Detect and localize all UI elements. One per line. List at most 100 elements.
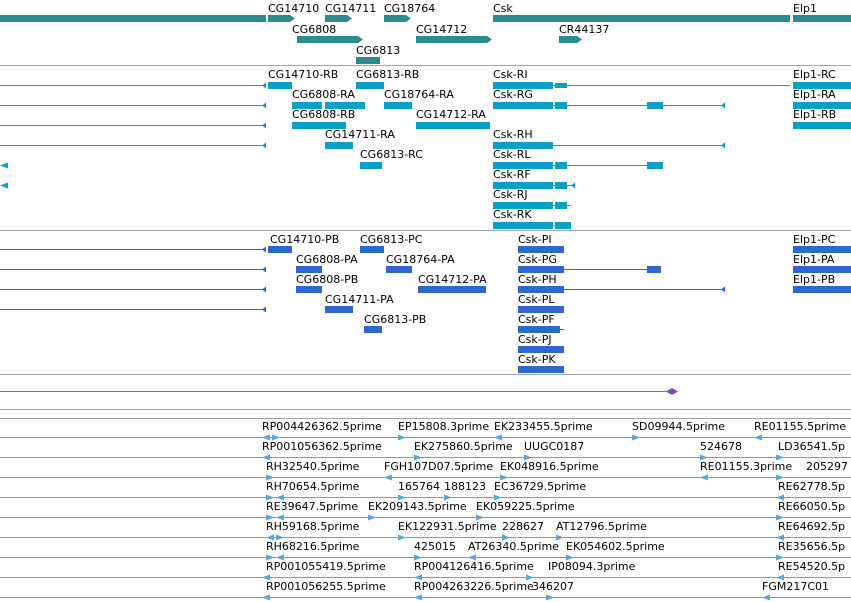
- protein-label[interactable]: CG14712-PA: [418, 273, 487, 286]
- est-label[interactable]: IP08094.3prime: [548, 560, 636, 573]
- est-label[interactable]: AT26340.5prime: [468, 540, 559, 553]
- transcript-label[interactable]: CG18764-RA: [384, 88, 454, 101]
- protein-label[interactable]: CG6813-PB: [364, 313, 426, 326]
- est-label[interactable]: 188123: [444, 480, 486, 493]
- protein-label[interactable]: Csk-PF: [518, 313, 555, 326]
- protein-label[interactable]: Elp1-PB: [793, 273, 835, 286]
- est-label[interactable]: 425015: [414, 540, 456, 553]
- gene-label[interactable]: CG6813: [356, 44, 400, 57]
- est-label[interactable]: RE01155.5prime: [754, 420, 846, 433]
- transcript-label[interactable]: CG14710-RB: [268, 68, 338, 81]
- transcript-label[interactable]: CG6808-RB: [292, 108, 355, 121]
- est-label[interactable]: RH70654.5prime: [266, 480, 360, 493]
- gene-glyph[interactable]: [356, 57, 380, 64]
- transcript-label[interactable]: Csk-RG: [493, 88, 533, 101]
- est-label[interactable]: EP15808.3prime: [398, 420, 489, 433]
- protein-label[interactable]: Elp1-PC: [793, 233, 836, 246]
- protein-label[interactable]: Csk-PI: [518, 233, 552, 246]
- gene-glyph[interactable]: [268, 15, 295, 22]
- gene-glyph[interactable]: [384, 15, 411, 22]
- protein-label[interactable]: Csk-PK: [518, 353, 556, 366]
- est-label[interactable]: RE62778.5p: [778, 480, 845, 493]
- gene-label[interactable]: CR44137: [559, 23, 609, 36]
- protein-label[interactable]: Csk-PJ: [518, 333, 552, 346]
- est-label[interactable]: RH68216.5prime: [266, 540, 360, 553]
- est-label[interactable]: RH59168.5prime: [266, 520, 360, 533]
- est-label[interactable]: RP004263226.5prime: [414, 580, 534, 593]
- est-label[interactable]: RP004426362.5prime: [262, 420, 382, 433]
- est-label[interactable]: LD36541.5p: [778, 440, 845, 453]
- est-label[interactable]: EK122931.5prime: [398, 520, 497, 533]
- est-label[interactable]: FGH107D07.5prime: [384, 460, 493, 473]
- gene-label[interactable]: CG6808: [292, 23, 336, 36]
- transcript-label[interactable]: Csk-RF: [493, 168, 531, 181]
- est-label[interactable]: EK059225.5prime: [476, 500, 575, 513]
- protein-label[interactable]: CG18764-PA: [386, 253, 455, 266]
- gene-label[interactable]: Csk: [493, 2, 513, 15]
- protein-label[interactable]: CG14711-PA: [325, 293, 394, 306]
- gene-label[interactable]: CG14712: [416, 23, 467, 36]
- est-label[interactable]: RP004126416.5prime: [414, 560, 534, 573]
- gene-glyph[interactable]: [325, 15, 352, 22]
- gene-glyph[interactable]: [0, 15, 266, 22]
- protein-label[interactable]: Csk-PH: [518, 273, 557, 286]
- est-label[interactable]: EK054602.5prime: [566, 540, 665, 553]
- gene-glyph[interactable]: [793, 15, 851, 22]
- protein-label[interactable]: CG6808-PA: [296, 253, 358, 266]
- est-label[interactable]: 524678: [700, 440, 742, 453]
- gene-label[interactable]: CG14711: [325, 2, 376, 15]
- feature-glyph[interactable]: [666, 388, 678, 395]
- protein-label[interactable]: Elp1-PA: [793, 253, 835, 266]
- est-label[interactable]: RH32540.5prime: [266, 460, 360, 473]
- est-label[interactable]: EK209143.5prime: [368, 500, 467, 513]
- est-label[interactable]: RP001056255.5prime: [266, 580, 386, 593]
- est-label[interactable]: UUGC0187: [524, 440, 584, 453]
- protein-label[interactable]: CG6808-PB: [296, 273, 358, 286]
- est-label[interactable]: EK275860.5prime: [414, 440, 513, 453]
- est-label[interactable]: 205297: [806, 460, 848, 473]
- est-label[interactable]: RE66050.5p: [778, 500, 845, 513]
- gene-glyph[interactable]: [493, 15, 790, 22]
- transcript-label[interactable]: Csk-RJ: [493, 188, 528, 201]
- transcript-label[interactable]: CG14711-RA: [325, 128, 395, 141]
- protein-label[interactable]: Csk-PL: [518, 293, 555, 306]
- est-label[interactable]: RP001055419.5prime: [266, 560, 386, 573]
- est-label[interactable]: RE39647.5prime: [266, 500, 358, 513]
- transcript-label[interactable]: CG6808-RA: [292, 88, 355, 101]
- transcript-label[interactable]: Elp1-RB: [793, 108, 836, 121]
- protein-label[interactable]: CG14710-PB: [270, 233, 339, 246]
- est-label[interactable]: EC36729.5prime: [494, 480, 586, 493]
- transcript-label[interactable]: Csk-RI: [493, 68, 528, 81]
- transcript-label[interactable]: CG6813-RB: [356, 68, 419, 81]
- gene-glyph[interactable]: [416, 36, 492, 43]
- est-label[interactable]: 346207: [532, 580, 574, 593]
- gene-glyph[interactable]: [559, 36, 582, 43]
- est-label[interactable]: RP001056362.5prime: [262, 440, 382, 453]
- est-label[interactable]: RE01155.3prime: [700, 460, 792, 473]
- gene-label[interactable]: Elp1: [793, 2, 817, 15]
- protein-label[interactable]: CG6813-PC: [360, 233, 423, 246]
- gene-label[interactable]: CG14710: [268, 2, 319, 15]
- transcript-label[interactable]: CG14712-RA: [416, 108, 486, 121]
- est-label[interactable]: RE35656.5p: [778, 540, 845, 553]
- est-label[interactable]: EK233455.5prime: [494, 420, 593, 433]
- gene-label[interactable]: CG18764: [384, 2, 435, 15]
- est-label[interactable]: SD09944.5prime: [632, 420, 725, 433]
- est-label[interactable]: 228627: [502, 520, 544, 533]
- transcript-label[interactable]: Csk-RH: [493, 128, 533, 141]
- transcript-label[interactable]: Csk-RL: [493, 148, 531, 161]
- est-label[interactable]: RE64692.5p: [778, 520, 845, 533]
- est-label[interactable]: AT12796.5prime: [556, 520, 647, 533]
- est-label[interactable]: EK048916.5prime: [500, 460, 599, 473]
- est-label[interactable]: FGM217C01: [762, 580, 829, 593]
- est-label[interactable]: 165764: [398, 480, 440, 493]
- protein-labels: CG14710-PB CG6813-PC Csk-PI Elp1-PC CG68…: [270, 233, 836, 366]
- purple-feature-track: [0, 388, 678, 395]
- gene-glyph[interactable]: [297, 36, 363, 43]
- transcript-label[interactable]: CG6813-RC: [360, 148, 423, 161]
- transcript-label[interactable]: Csk-RK: [493, 208, 532, 221]
- protein-label[interactable]: Csk-PG: [518, 253, 557, 266]
- est-label[interactable]: RE54520.5p: [778, 560, 845, 573]
- transcript-label[interactable]: Elp1-RA: [793, 88, 836, 101]
- transcript-label[interactable]: Elp1-RC: [793, 68, 836, 81]
